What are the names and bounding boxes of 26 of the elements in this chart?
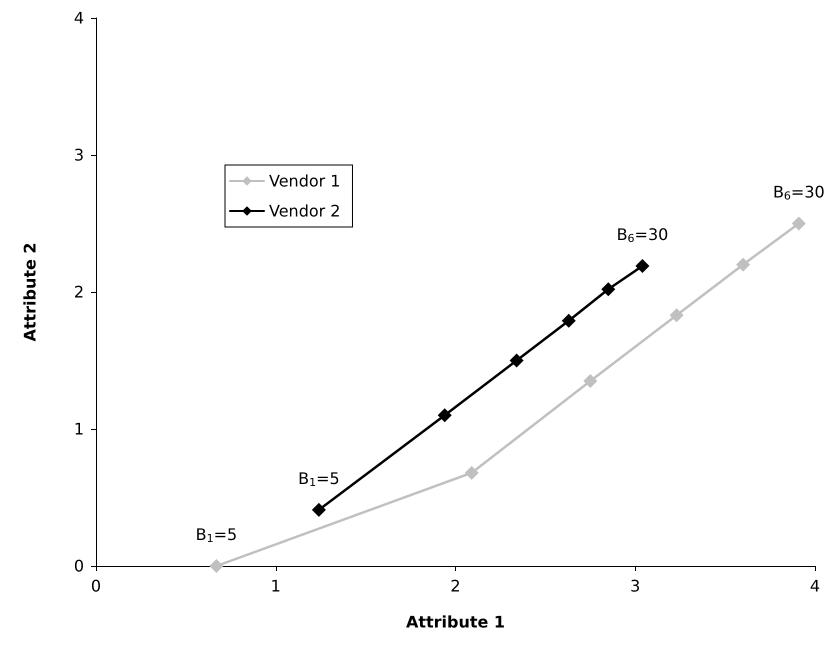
y-tick-label: 3 — [74, 146, 84, 164]
point — [670, 308, 684, 322]
point — [312, 502, 326, 517]
point — [635, 258, 650, 273]
y-tick-label: 0 — [74, 556, 84, 576]
y-tick-label: 4 — [74, 8, 84, 28]
y-tick-label: 2 — [74, 282, 84, 302]
point — [583, 374, 598, 388]
x-tick-label: 3 — [630, 576, 640, 596]
point — [438, 408, 452, 422]
legend-label: Vendor 2 — [269, 202, 340, 220]
x-axis-title: Attribute 1 — [406, 612, 506, 632]
x-tick-label: 2 — [450, 576, 461, 596]
point — [792, 216, 806, 230]
x-tick-label: 1 — [270, 576, 281, 596]
legend-label: Vendor 1 — [269, 172, 340, 190]
x-tick-label: 4 — [810, 576, 820, 596]
point — [562, 314, 576, 328]
y-tick-label: 1 — [74, 420, 84, 438]
y-axis-title: Attribute 2 — [20, 242, 40, 342]
point — [510, 354, 524, 368]
point — [209, 559, 224, 573]
point — [736, 258, 750, 272]
x-tick-label: 0 — [90, 576, 102, 596]
point — [601, 282, 616, 296]
point — [464, 466, 479, 480]
